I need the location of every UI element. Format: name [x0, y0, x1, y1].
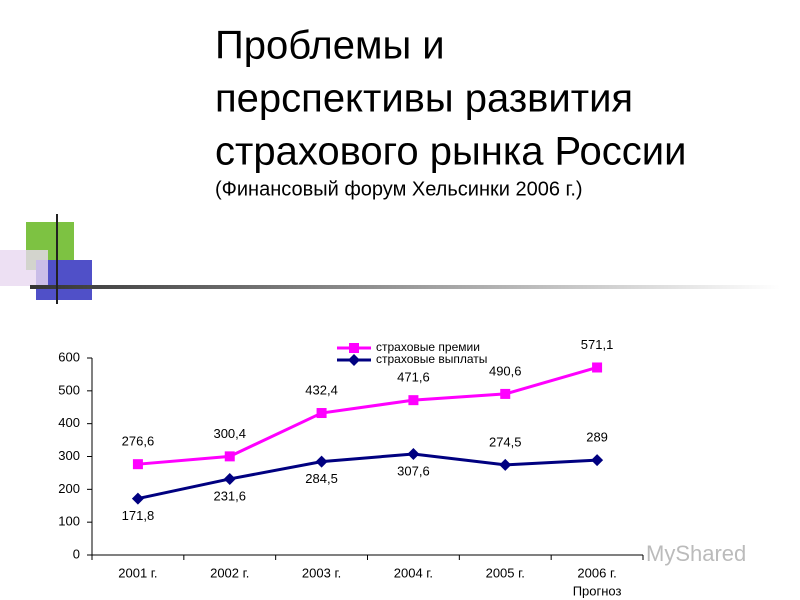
legend-label: страховые премии: [376, 340, 480, 354]
point: [132, 459, 143, 470]
legend-marker: [348, 354, 360, 366]
point: [500, 388, 511, 399]
point: [408, 395, 419, 406]
series-line: [137, 366, 598, 466]
point: [591, 454, 604, 467]
y-tick-label: 400: [58, 415, 80, 430]
data-label: 432,4: [305, 382, 338, 397]
point: [131, 492, 144, 505]
data-label: 490,6: [489, 363, 522, 378]
point: [224, 451, 235, 462]
data-label: 289: [586, 430, 608, 445]
series-line: [137, 452, 598, 501]
point: [223, 472, 236, 485]
y-tick-label: 0: [73, 546, 80, 561]
data-label: 276,6: [122, 434, 155, 449]
deco-line: [30, 285, 780, 289]
x-tick-label: 2005 г.: [486, 565, 525, 580]
data-label: 231,6: [213, 488, 246, 503]
data-label: 274,5: [489, 434, 522, 449]
y-tick-label: 200: [58, 481, 80, 496]
data-label: 307,6: [397, 463, 430, 478]
deco-square: [0, 250, 48, 286]
data-label: 284,5: [305, 471, 338, 486]
subtitle: (Финансовый форум Хельсинки 2006 г.): [215, 178, 583, 200]
data-label: 571,1: [581, 337, 614, 352]
y-tick-label: 600: [58, 349, 80, 364]
legend-marker: [349, 343, 359, 353]
title-line: перспективы развития: [215, 77, 633, 121]
point: [316, 408, 327, 419]
forecast-note: Прогноз: [573, 583, 622, 598]
x-tick-label: 2003 г.: [302, 565, 341, 580]
point: [407, 448, 420, 461]
data-label: 171,8: [122, 508, 155, 523]
y-tick-label: 500: [58, 382, 80, 397]
x-tick-label: 2001 г.: [118, 565, 157, 580]
data-label: 471,6: [397, 370, 430, 385]
x-tick-label: 2006 г.: [577, 565, 616, 580]
point: [499, 458, 512, 471]
x-tick-label: 2004 г.: [394, 565, 433, 580]
legend-label: страховые выплаты: [376, 352, 487, 366]
title-line: страхового рынка России: [215, 130, 686, 174]
y-tick-label: 300: [58, 448, 80, 463]
title-line: Проблемы и: [215, 24, 445, 68]
watermark: MyShared: [646, 541, 746, 566]
point: [592, 362, 603, 373]
x-tick-label: 2002 г.: [210, 565, 249, 580]
y-tick-label: 100: [58, 514, 80, 529]
point: [315, 455, 328, 468]
data-label: 300,4: [213, 426, 246, 441]
